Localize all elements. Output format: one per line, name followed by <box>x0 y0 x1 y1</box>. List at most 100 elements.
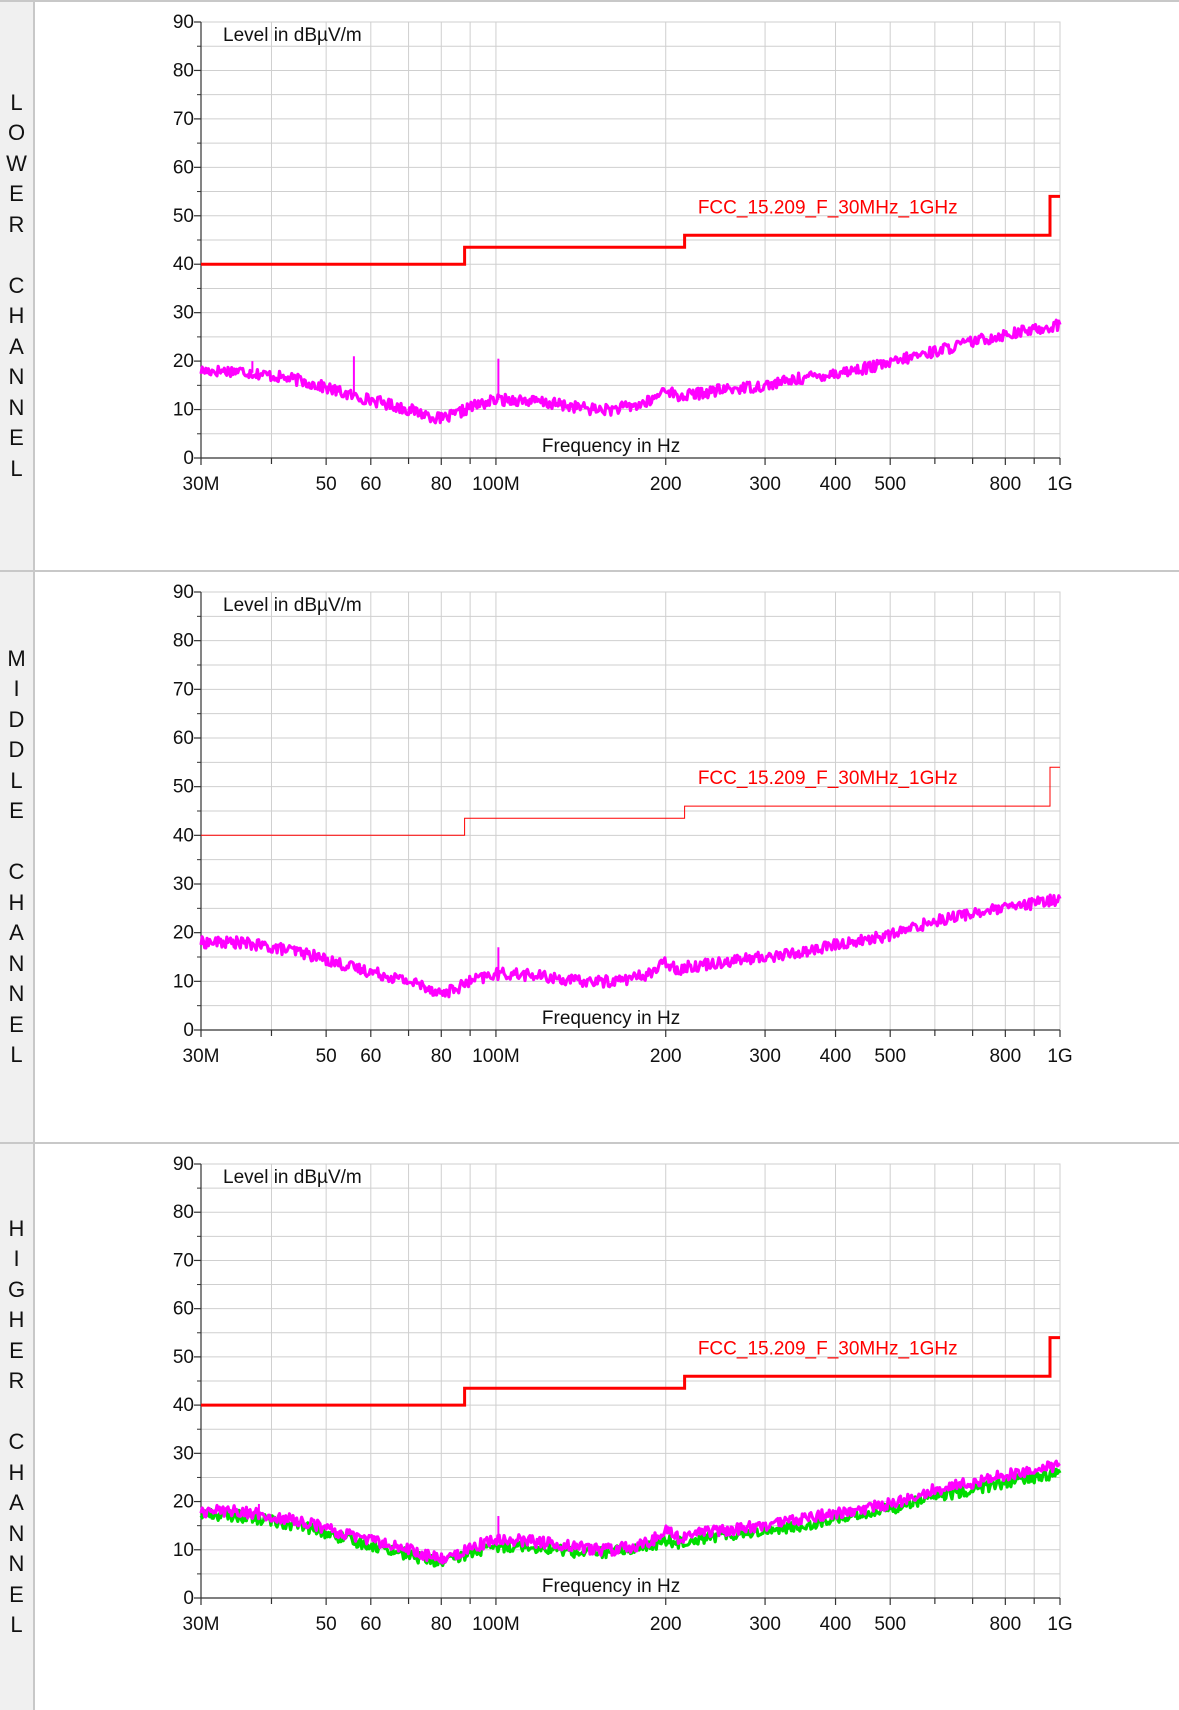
y-tick-label: 80 <box>173 631 194 652</box>
panel-label-letter: E <box>9 798 24 823</box>
panel-label-letter: O <box>7 120 26 146</box>
panel-label-letter: L <box>10 455 23 481</box>
limit-line <box>201 766 1060 836</box>
x-tick-label: 50 <box>316 474 337 495</box>
x-tick-label: 30M <box>183 1614 220 1635</box>
panel-label-letter: L <box>10 767 23 793</box>
chart-lower: 0 10 20 30 40 50 60 70 80 90 30M 50 60 80 100M 200 300 40… <box>173 12 1073 495</box>
panel-label-letter: G <box>7 1276 26 1302</box>
chart-middle: 0 10 20 30 40 50 60 70 80 90 30M 50 60 80 100M 200 300 40… <box>173 582 1073 1067</box>
y-tick-label: 0 <box>183 1020 194 1041</box>
x-tick-label: 60 <box>360 1614 381 1635</box>
y-tick-label: 60 <box>173 728 194 749</box>
panel-label-letter: E <box>9 425 24 451</box>
panel-label-letter: A <box>9 1490 24 1515</box>
y-tick-label: 50 <box>173 777 194 798</box>
limit-line-label: FCC_15.209_F_30MHz_1GHz <box>698 197 958 218</box>
y-tick-label: 60 <box>173 1299 194 1320</box>
x-tick-label: 1G <box>1047 1614 1072 1635</box>
chart-cell: 0 10 20 30 40 50 60 70 80 90 30M 50 60 80 100M 200 300 40… <box>34 1142 1179 1710</box>
y-tick-label: 90 <box>173 12 194 33</box>
panel-label-letter: N <box>8 950 25 976</box>
limit-line-label: FCC_15.209_F_30MHz_1GHz <box>698 768 958 789</box>
y-tick-label: 10 <box>173 400 194 421</box>
x-tick-label: 60 <box>360 474 381 495</box>
panel-label-letter: R <box>8 1368 25 1393</box>
panel-label-letter: E <box>9 1337 24 1363</box>
x-tick-label: 200 <box>650 474 682 495</box>
panel-label-letter: C <box>8 1429 25 1454</box>
y-tick-label: 40 <box>173 825 194 846</box>
y-tick-label: 50 <box>173 206 194 227</box>
panel-label-letter: E <box>9 181 24 207</box>
y-tick-label: 50 <box>173 1347 194 1368</box>
panel-label-letter: H <box>8 303 25 329</box>
x-tick-label: 30M <box>183 474 220 495</box>
y-axis-title: Level in dBµV/m <box>223 25 362 46</box>
y-tick-label: 70 <box>173 1250 194 1271</box>
x-tick-label: 300 <box>749 1614 781 1635</box>
chart-cell: 0 10 20 30 40 50 60 70 80 90 30M 50 60 80 100M 200 300 40… <box>34 0 1179 571</box>
limit-line-label: FCC_15.209_F_30MHz_1GHz <box>698 1338 958 1359</box>
y-axis-title: Level in dBµV/m <box>223 595 362 616</box>
x-tick-label: 80 <box>431 1614 452 1635</box>
x-tick-label: 1G <box>1047 474 1072 495</box>
x-axis-title: Frequency in Hz <box>542 436 680 457</box>
panel-label-letter <box>0 827 33 858</box>
x-tick-label: 60 <box>360 1046 381 1067</box>
y-tick-label: 40 <box>173 1395 194 1416</box>
x-tick-label: 200 <box>650 1046 682 1067</box>
panel-label-letter: W <box>6 150 27 176</box>
x-tick-label: 300 <box>749 474 781 495</box>
chart-cell: 0 10 20 30 40 50 60 70 80 90 30M 50 60 80 100M 200 300 40… <box>34 570 1179 1143</box>
x-tick-label: 50 <box>316 1046 337 1067</box>
y-tick-label: 30 <box>173 303 194 324</box>
y-tick-label: 60 <box>173 157 194 178</box>
panel-label-letter: E <box>9 1581 24 1607</box>
y-tick-label: 70 <box>173 679 194 700</box>
y-tick-label: 80 <box>173 60 194 81</box>
panel-label-letter: H <box>8 1215 25 1241</box>
panel-label-letter: N <box>8 364 25 390</box>
panel-label-letter: H <box>8 1459 25 1485</box>
panel-label-letter <box>0 1397 33 1428</box>
y-tick-label: 80 <box>173 1202 194 1223</box>
panel-label-letter: C <box>8 272 25 298</box>
x-tick-label: 100M <box>472 1614 520 1635</box>
panel-label-letter: L <box>10 1612 23 1637</box>
y-tick-label: 30 <box>173 874 194 895</box>
panel-label-letter: L <box>10 89 23 115</box>
x-tick-label: 50 <box>316 1614 337 1635</box>
y-tick-label: 70 <box>173 109 194 130</box>
panel-label-letter: H <box>8 1307 25 1332</box>
x-tick-label: 500 <box>874 474 906 495</box>
panel-label-letter: D <box>8 737 25 762</box>
panel-label-letter: N <box>8 1551 25 1576</box>
y-tick-label: 10 <box>173 1540 194 1561</box>
y-tick-label: 10 <box>173 971 194 992</box>
x-tick-label: 80 <box>431 474 452 495</box>
panel-label-letter: N <box>8 981 25 1006</box>
panel-label-letter: M <box>7 645 26 671</box>
x-axis-title: Frequency in Hz <box>542 1576 680 1597</box>
panel-label-letter: C <box>8 859 25 884</box>
panel-label-letter: I <box>13 676 20 701</box>
x-tick-label: 100M <box>472 474 520 495</box>
measurement-trace <box>199 1459 1061 1565</box>
panel-label-letter: R <box>8 211 25 237</box>
x-tick-label: 400 <box>820 474 852 495</box>
measurement-trace <box>199 318 1062 425</box>
panel-label-letter: H <box>8 889 25 915</box>
x-tick-label: 400 <box>820 1046 852 1067</box>
y-tick-label: 40 <box>173 254 194 275</box>
x-tick-label: 500 <box>874 1614 906 1635</box>
panel-label-letter: I <box>13 1246 20 1271</box>
x-tick-label: 30M <box>183 1046 220 1067</box>
panel-label-letter: A <box>9 333 24 359</box>
x-tick-label: 500 <box>874 1046 906 1067</box>
